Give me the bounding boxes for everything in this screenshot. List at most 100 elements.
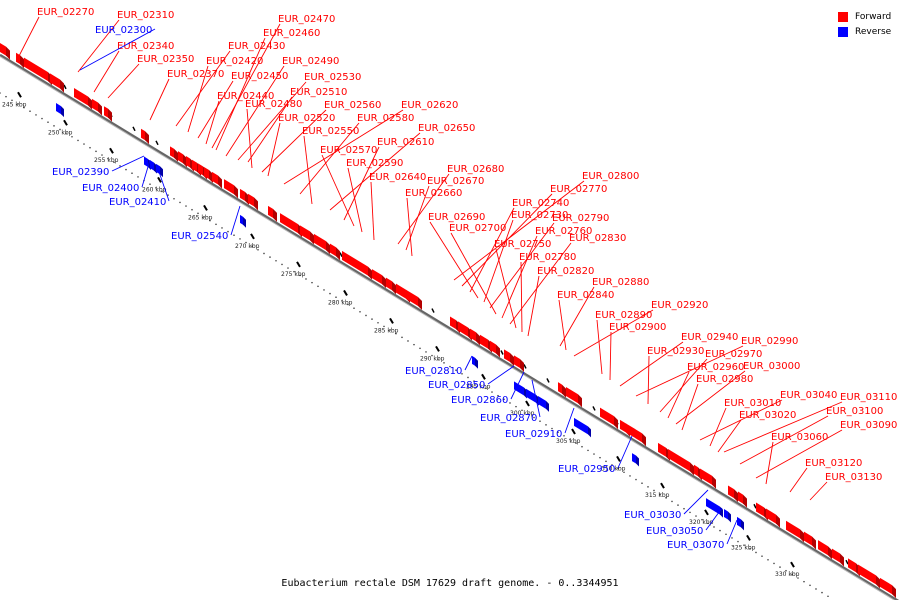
forward-gene-edge xyxy=(218,175,222,189)
forward-gene-label: EUR_02570 xyxy=(320,145,377,156)
reverse-gene-edge xyxy=(741,519,744,531)
forward-gene xyxy=(248,193,254,207)
forward-gene-edge xyxy=(800,529,804,543)
scale-dot xyxy=(611,464,613,466)
forward-gene-label: EUR_02820 xyxy=(537,266,594,277)
upper-tick xyxy=(592,406,596,411)
scale-dot xyxy=(347,303,349,306)
scale-dot xyxy=(383,325,385,328)
forward-leader xyxy=(175,50,231,127)
forward-gene xyxy=(192,159,197,172)
scale-dot xyxy=(743,544,745,546)
scale-dot xyxy=(635,478,637,481)
scale-dot xyxy=(545,424,547,426)
forward-gene-edge xyxy=(828,546,832,560)
reverse-gene-edge xyxy=(243,216,246,228)
forward-gene-label: EUR_03100 xyxy=(826,406,883,417)
forward-gene-label: EUR_02650 xyxy=(418,123,475,134)
scale-tick xyxy=(746,534,751,541)
forward-gene-label: EUR_02590 xyxy=(346,158,403,169)
scale-dot xyxy=(797,577,799,579)
forward-gene xyxy=(141,128,145,141)
reverse-gene xyxy=(472,355,475,366)
scale-dot xyxy=(809,584,811,587)
scale-dot xyxy=(59,128,61,131)
forward-leader xyxy=(461,193,553,287)
forward-leader xyxy=(406,197,413,257)
scale-dot xyxy=(755,551,757,554)
forward-leader xyxy=(303,135,313,205)
scale-dot xyxy=(413,343,415,346)
scale-dot xyxy=(47,121,49,123)
scale-label: 330 kbp xyxy=(775,571,800,578)
forward-gene-edge xyxy=(145,131,149,145)
forward-leader xyxy=(107,63,140,99)
scale-dot xyxy=(569,438,571,441)
scale-dot xyxy=(629,475,631,477)
scale-dot xyxy=(419,347,421,350)
forward-gene-edge xyxy=(6,46,10,60)
reverse-gene-label: EUR_02300 xyxy=(95,25,152,36)
forward-gene-label: EUR_03040 xyxy=(780,390,837,401)
forward-leader xyxy=(321,154,355,227)
forward-gene xyxy=(658,442,666,457)
scale-dot xyxy=(515,405,517,408)
scale-label: 325 kbp xyxy=(731,544,756,551)
upper-tick xyxy=(132,126,136,132)
forward-gene-label: EUR_02680 xyxy=(447,164,504,175)
forward-leader xyxy=(343,146,380,221)
scale-tick xyxy=(157,176,162,183)
forward-gene-label: EUR_02490 xyxy=(282,56,339,67)
forward-gene-edge xyxy=(20,55,24,69)
scale-dot xyxy=(77,139,79,142)
scale-label: 245 kbp xyxy=(2,101,27,108)
reverse-gene xyxy=(706,498,720,515)
reverse-gene-label: EUR_02410 xyxy=(109,197,166,208)
forward-gene-edge xyxy=(734,489,738,503)
scale-dot xyxy=(659,493,661,495)
reverse-gene-edge xyxy=(160,166,163,178)
forward-gene-label: EUR_02470 xyxy=(278,14,335,25)
forward-gene xyxy=(766,508,776,524)
forward-gene-label: EUR_02880 xyxy=(592,277,649,288)
forward-leader xyxy=(370,181,375,241)
scale-tick xyxy=(704,509,709,516)
reverse-gene xyxy=(150,160,154,171)
scale-tick xyxy=(571,428,576,435)
scale-dot xyxy=(245,241,247,244)
forward-leader xyxy=(709,407,727,447)
scale-label: 255 kbp xyxy=(94,157,119,164)
scale-dot xyxy=(449,365,451,368)
scale-dot xyxy=(827,595,829,598)
forward-gene-edge xyxy=(336,247,340,261)
scale-dot xyxy=(587,449,589,452)
forward-leader xyxy=(527,275,540,337)
scale-dot xyxy=(257,249,259,251)
reverse-leader xyxy=(683,489,709,515)
forward-gene-edge xyxy=(510,352,514,366)
scale-label: 260 kbp xyxy=(142,186,167,193)
forward-gene-label: EUR_03010 xyxy=(724,398,781,409)
scale-dot xyxy=(299,274,301,277)
forward-leader xyxy=(469,207,515,293)
reverse-gene-edge xyxy=(61,106,64,118)
scale-dot xyxy=(287,267,289,269)
reverse-gene xyxy=(514,381,524,396)
forward-gene-edge xyxy=(476,332,480,346)
reverse-gene xyxy=(724,509,728,520)
forward-leader xyxy=(647,355,650,405)
scale-tick xyxy=(250,233,255,240)
forward-gene-label: EUR_03130 xyxy=(825,472,882,483)
reverse-gene-edge xyxy=(636,455,639,467)
scale-dot xyxy=(533,416,535,419)
forward-gene-label: EUR_02930 xyxy=(647,346,704,357)
scale-dot xyxy=(641,482,643,484)
forward-gene-edge xyxy=(273,208,277,222)
reverse-gene xyxy=(56,103,61,115)
scale-dot xyxy=(11,99,13,102)
forward-gene-edge xyxy=(690,462,694,476)
scale-dot xyxy=(683,507,685,510)
scale-label: 270 kbp xyxy=(235,243,260,250)
scale-dot xyxy=(155,187,157,189)
scale-dot xyxy=(701,518,703,521)
